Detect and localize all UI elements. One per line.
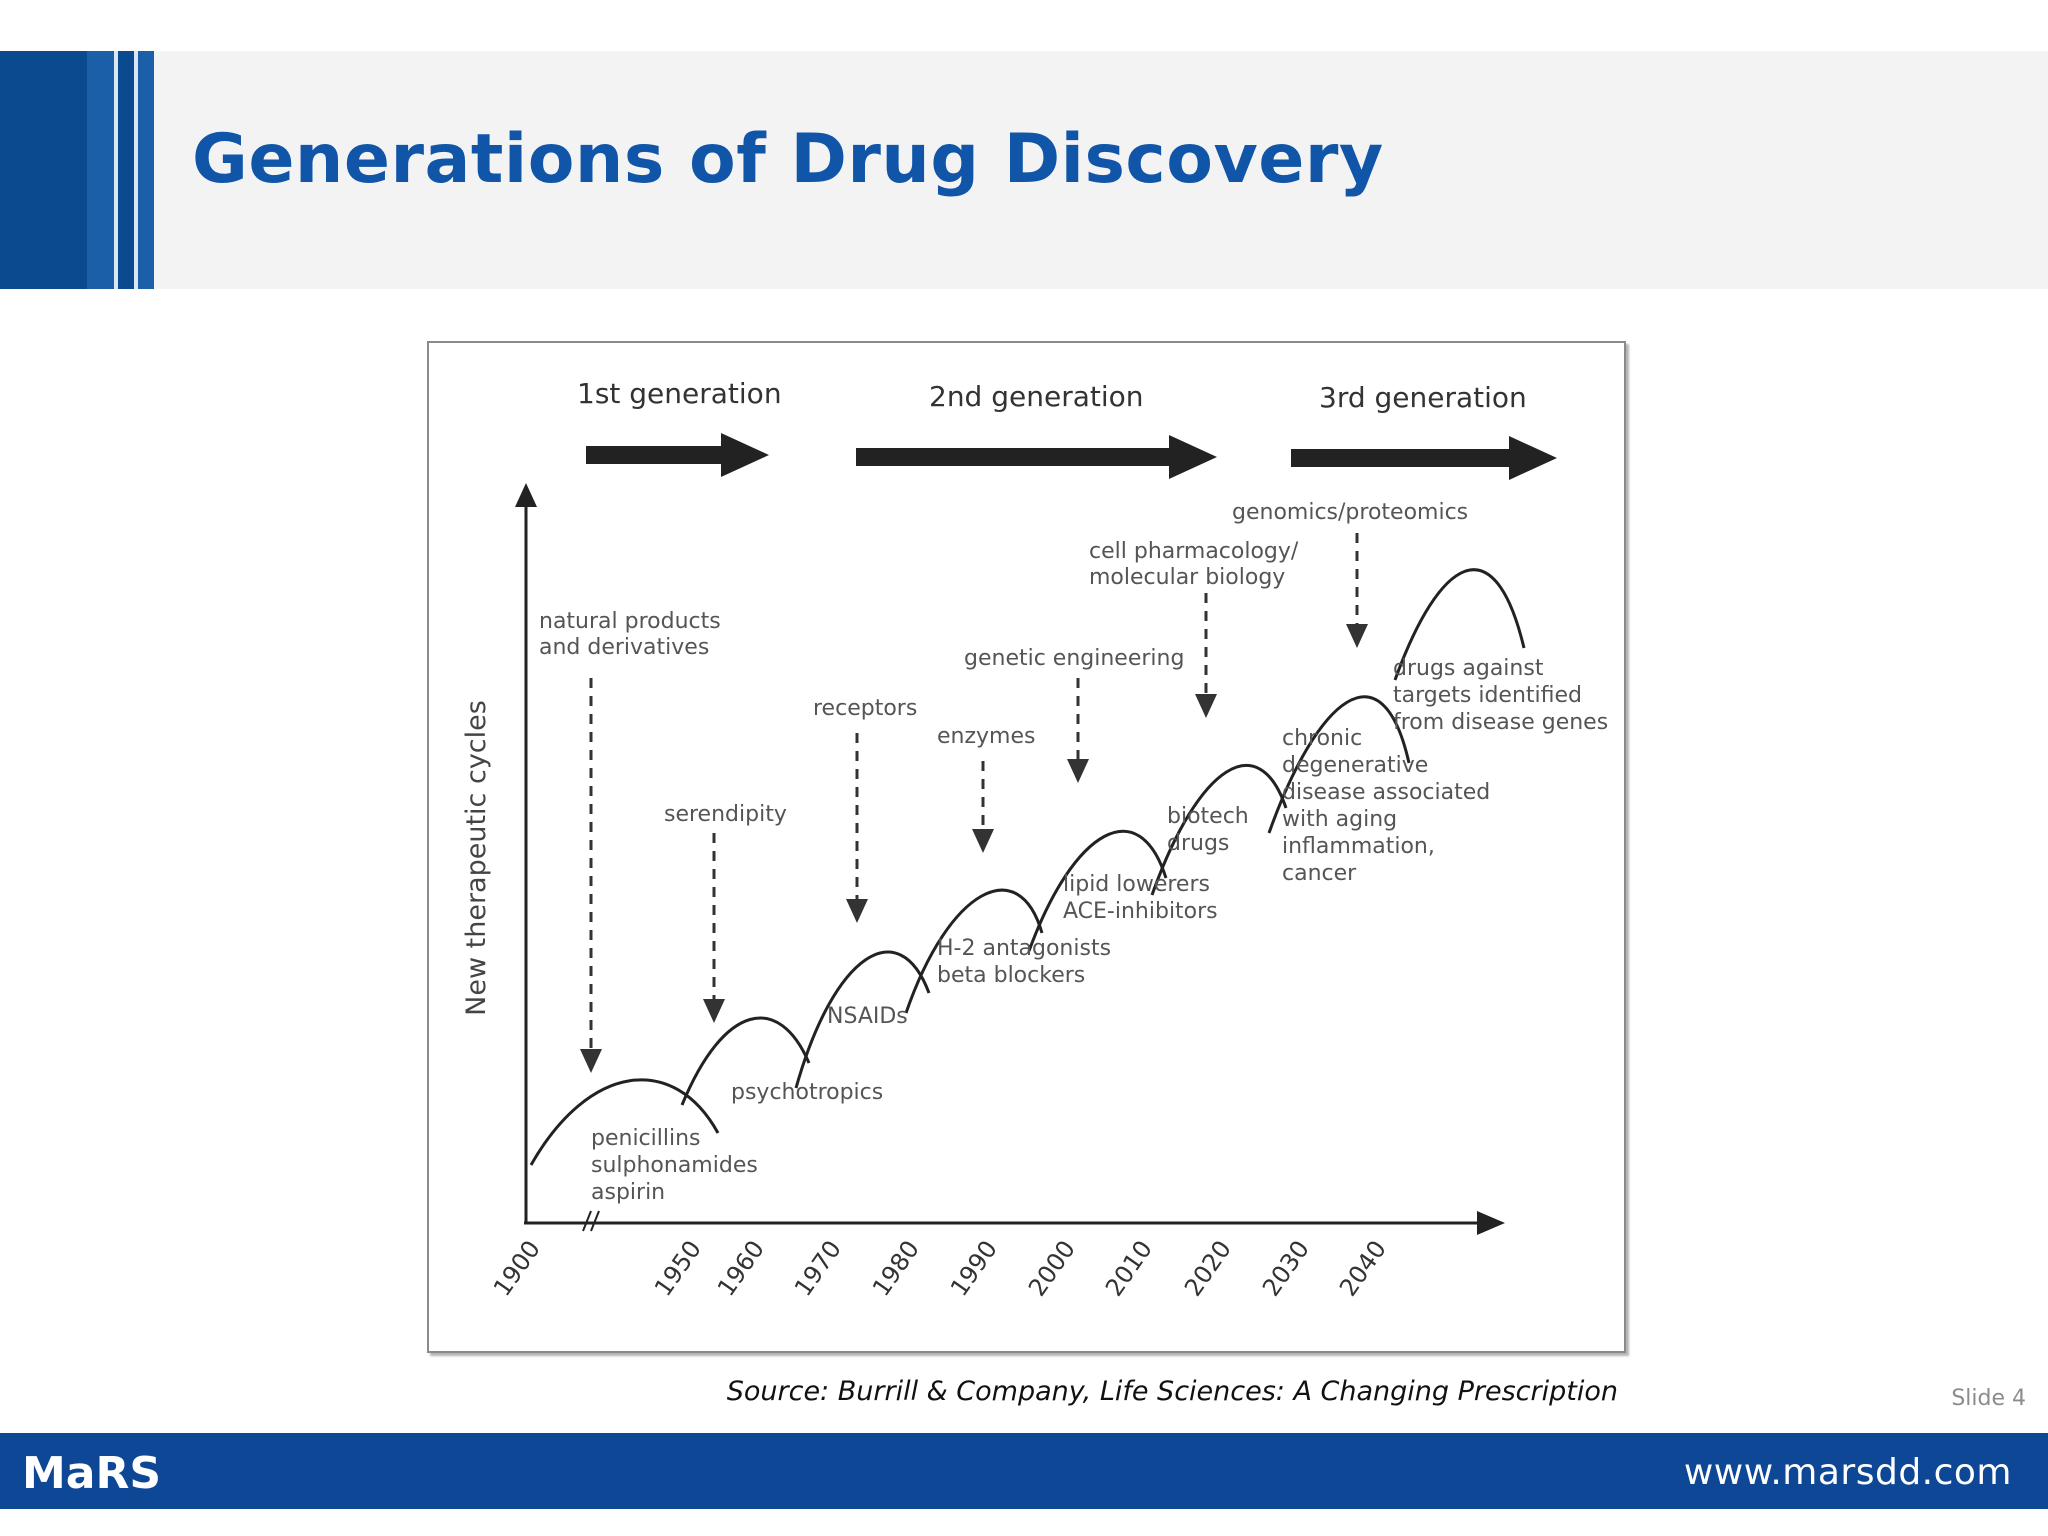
drug-class-label: biotech drugs bbox=[1167, 804, 1249, 856]
driver-label: genetic engineering bbox=[964, 646, 1184, 671]
therapeutic-cycle-arc bbox=[1150, 764, 1288, 896]
driver-label: serendipity bbox=[664, 802, 787, 827]
therapeutic-cycle-arc bbox=[1267, 695, 1411, 834]
decade-tick-label: 2010 bbox=[1100, 1235, 1158, 1301]
header-accent-block bbox=[0, 51, 87, 289]
drug-class-label-line: NSAIDs bbox=[827, 1004, 908, 1029]
drug-class-label-line: penicillins bbox=[591, 1126, 701, 1151]
generation-label: 2nd generation bbox=[929, 380, 1144, 413]
generation-arrow bbox=[586, 433, 769, 477]
header-accent-gap bbox=[114, 51, 118, 289]
drug-class-label: psychotropics bbox=[731, 1080, 883, 1105]
driver-arrowhead bbox=[972, 829, 994, 853]
header-accent-stripe bbox=[118, 51, 134, 289]
therapeutic-cycle-arc bbox=[794, 950, 931, 1089]
driver-label: cell pharmacology/molecular biology bbox=[1089, 539, 1299, 590]
footer-url[interactable]: www.marsdd.com bbox=[1683, 1452, 2012, 1493]
drug-class-label-line: inflammation, bbox=[1282, 834, 1435, 859]
drug-class-label-line: lipid lowerers bbox=[1063, 872, 1210, 897]
drug-class-label-line: drugs against bbox=[1393, 656, 1544, 681]
y-axis-label: New therapeutic cycles bbox=[461, 700, 492, 1016]
decade-tick-label: 1990 bbox=[945, 1235, 1003, 1301]
driver-arrowhead bbox=[1346, 624, 1368, 648]
drug-class-label-line: from disease genes bbox=[1393, 710, 1608, 735]
decade-tick-label: 2030 bbox=[1257, 1235, 1315, 1301]
driver-arrowhead bbox=[846, 899, 868, 923]
drug-class-label-line: chronic bbox=[1282, 726, 1362, 751]
decade-tick-label: 1980 bbox=[867, 1235, 925, 1301]
generation-arrow bbox=[1291, 436, 1557, 480]
drug-class-label: drugs against targets identified from dise… bbox=[1393, 656, 1608, 735]
therapeutic-cycle-arc bbox=[529, 1078, 720, 1166]
drug-class-label-line: psychotropics bbox=[731, 1080, 883, 1105]
therapeutic-cycle-arc bbox=[1027, 829, 1168, 952]
drug-class-label-line: cancer bbox=[1282, 861, 1357, 886]
drug-class-label-line: with aging bbox=[1282, 807, 1397, 832]
drug-class-label-line: drugs bbox=[1167, 831, 1229, 856]
drug-class-label-line: H-2 antagonists bbox=[937, 936, 1111, 961]
drug-class-label-line: beta blockers bbox=[937, 963, 1085, 988]
drug-class-label-line: degenerative bbox=[1282, 753, 1428, 778]
y-axis-arrowhead bbox=[515, 483, 537, 507]
axis-break-mark bbox=[590, 1210, 600, 1232]
drug-discovery-diagram: 1st generation 2nd generation 3rd generati… bbox=[461, 377, 1608, 1301]
generation-label: 3rd generation bbox=[1319, 381, 1527, 414]
therapeutic-cycle-arc bbox=[680, 1016, 811, 1106]
driver-label: enzymes bbox=[937, 724, 1035, 749]
header-accent-stripe bbox=[87, 51, 114, 289]
decade-tick-label: 1970 bbox=[789, 1235, 847, 1301]
decade-tick-label: 1900 bbox=[488, 1235, 546, 1301]
x-axis-arrowhead bbox=[1477, 1211, 1505, 1235]
driver-arrowhead bbox=[703, 999, 725, 1023]
driver-label-line: natural products bbox=[539, 609, 721, 634]
diagram-figure: 1st generation 2nd generation 3rd generati… bbox=[427, 341, 1626, 1353]
drug-class-label: NSAIDs bbox=[827, 1004, 908, 1029]
slide-number: Slide 4 bbox=[1951, 1386, 2026, 1411]
generation-arrow bbox=[856, 435, 1217, 479]
decade-tick-label: 1960 bbox=[712, 1235, 770, 1301]
drug-class-label-line: sulphonamides bbox=[591, 1153, 758, 1178]
slide-title: Generations of Drug Discovery bbox=[192, 120, 1384, 199]
driver-label: natural products and derivatives bbox=[539, 609, 721, 660]
drug-class-label: lipid lowerers ACE-inhibitors bbox=[1063, 872, 1218, 924]
mars-logo: MaRS bbox=[22, 1448, 162, 1499]
driver-label-line: and derivatives bbox=[539, 635, 709, 660]
drug-class-label-line: disease associated bbox=[1282, 780, 1490, 805]
drug-class-label-line: targets identified bbox=[1393, 683, 1582, 708]
header-band bbox=[0, 51, 2048, 289]
drug-class-label-line: biotech bbox=[1167, 804, 1249, 829]
drug-class-label: penicillins sulphonamides aspirin bbox=[591, 1126, 758, 1205]
driver-label-line: genetic engineering bbox=[964, 646, 1184, 671]
driver-label-line: cell pharmacology/ bbox=[1089, 539, 1299, 564]
header-accent-gap bbox=[134, 51, 138, 289]
axis-break-mark bbox=[582, 1210, 592, 1232]
drug-class-label-line: aspirin bbox=[591, 1180, 665, 1205]
driver-arrowhead bbox=[1195, 694, 1217, 718]
driver-label: genomics/proteomics bbox=[1232, 500, 1468, 525]
driver-label: receptors bbox=[813, 696, 917, 721]
driver-label-line: genomics/proteomics bbox=[1232, 500, 1468, 525]
driver-label-line: serendipity bbox=[664, 802, 787, 827]
driver-arrowhead bbox=[580, 1049, 602, 1073]
drug-class-label: chronic degenerative disease associated wit… bbox=[1282, 726, 1490, 886]
driver-label-line: receptors bbox=[813, 696, 917, 721]
driver-label-line: molecular biology bbox=[1089, 565, 1285, 590]
decade-tick-label: 2020 bbox=[1179, 1235, 1237, 1301]
footer-band bbox=[0, 1433, 2048, 1509]
decade-tick-label: 2040 bbox=[1334, 1235, 1392, 1301]
decade-tick-label: 1950 bbox=[649, 1235, 707, 1301]
therapeutic-cycle-arc bbox=[1393, 568, 1526, 681]
generation-label: 1st generation bbox=[577, 377, 782, 410]
drug-class-label-line: ACE-inhibitors bbox=[1063, 899, 1218, 924]
header-accent-stripe bbox=[138, 51, 154, 289]
decade-tick-label: 2000 bbox=[1023, 1235, 1081, 1301]
source-citation: Source: Burrill & Company, Life Sciences… bbox=[726, 1376, 1618, 1407]
driver-arrowhead bbox=[1067, 759, 1089, 783]
therapeutic-cycle-arc bbox=[904, 888, 1044, 1014]
driver-label-line: enzymes bbox=[937, 724, 1035, 749]
drug-class-label: H-2 antagonists beta blockers bbox=[937, 936, 1111, 988]
